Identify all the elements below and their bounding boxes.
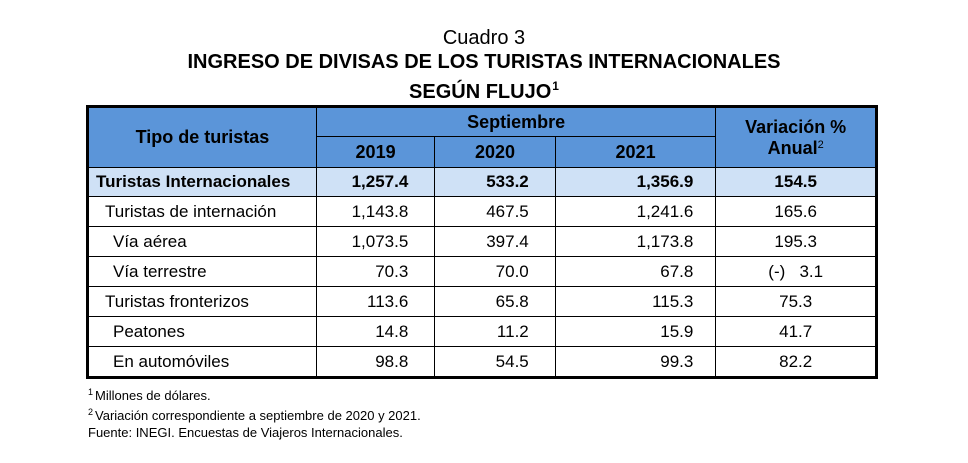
cell-2021: 15.9 [554,316,717,347]
table-subtitle-text: SEGÚN FLUJO [409,81,552,103]
cell-2020: 11.2 [434,316,556,347]
footnote-2-text: Variación correspondiente a septiembre d… [95,408,421,423]
table-title: INGRESO DE DIVISAS DE LOS TURISTAS INTER… [187,51,781,73]
table-row: Peatones 14.8 11.2 15.9 41.7 [87,316,877,347]
cell-variation: (-) 3.1 [715,256,877,287]
header-variation-line2: Anual2 [716,138,875,159]
cell-2020: 65.8 [434,286,556,317]
row-label: Turistas fronterizos [87,286,317,317]
table-row: Vía aérea 1,073.5 397.4 1,173.8 195.3 [87,226,877,257]
row-label: Peatones [87,316,317,347]
source-note: Fuente: INEGI. Encuestas de Viajeros Int… [88,425,403,440]
cell-2020: 70.0 [434,256,556,287]
cell-2021: 1,241.6 [554,196,717,227]
data-table: Tipo de turistas Septiembre Variación % … [86,105,878,379]
header-year-2019: 2019 [315,136,436,168]
table-row: Vía terrestre 70.3 70.0 67.8 (-) 3.1 [87,256,877,287]
header-month: Septiembre [315,106,717,137]
cell-2019: 113.6 [315,286,436,317]
cell-2019: 70.3 [315,256,436,287]
cell-2019: 98.8 [315,346,436,378]
cell-variation: 154.5 [715,167,877,197]
table-row-total: Turistas Internacionales 1,257.4 533.2 1… [87,167,877,197]
variation-value: 3.1 [799,261,824,281]
cell-2021: 99.3 [554,346,717,378]
header-variation-footnote-mark: 2 [817,138,824,151]
footnote-2-mark: 2 [88,407,94,417]
header-variation: Variación % Anual2 [715,106,877,168]
cell-2020: 467.5 [434,196,556,227]
table-row: Turistas de internación 1,143.8 467.5 1,… [87,196,877,227]
cell-2021: 67.8 [554,256,717,287]
header-tipo: Tipo de turistas [87,106,317,168]
cell-2019: 1,073.5 [315,226,436,257]
cell-variation: 75.3 [715,286,877,317]
row-label: Vía terrestre [87,256,317,287]
footnote-1: 1 Millones de dólares. [88,384,421,404]
cell-2019: 1,143.8 [315,196,436,227]
cell-variation: 82.2 [715,346,877,378]
title-footnote-mark: 1 [552,79,559,93]
cell-2021: 1,173.8 [554,226,717,257]
negative-sign: (-) [768,261,786,281]
row-label: Turistas de internación [87,196,317,227]
cell-2019: 14.8 [315,316,436,347]
row-label: En automóviles [87,346,317,378]
header-variation-line1: Variación % [745,116,847,137]
row-label: Turistas Internacionales [87,167,317,197]
table-row: Turistas fronterizos 113.6 65.8 115.3 75… [87,286,877,317]
header-year-2020: 2020 [434,136,556,168]
cell-2021: 1,356.9 [554,167,717,197]
cell-2021: 115.3 [554,286,717,317]
footnote-1-mark: 1 [88,387,94,397]
header-year-2021: 2021 [554,136,717,168]
footnotes: 1 Millones de dólares. 2 Variación corresp… [88,384,421,441]
footnote-2: 2 Variación correspondiente a septiembre … [88,404,421,424]
table-caption: Cuadro 3 [442,27,526,49]
cell-variation: 41.7 [715,316,877,347]
cell-2020: 533.2 [434,167,556,197]
row-label: Vía aérea [87,226,317,257]
header-variation-anual: Anual [767,137,818,158]
cell-variation: 165.6 [715,196,877,227]
table-row: En automóviles 98.8 54.5 99.3 82.2 [87,346,877,378]
cell-variation: 195.3 [715,226,877,257]
cell-2020: 54.5 [434,346,556,378]
table-subtitle: SEGÚN FLUJO1 [0,75,968,103]
cell-2019: 1,257.4 [315,167,436,197]
footnote-1-text: Millones de dólares. [95,388,211,403]
cell-2020: 397.4 [434,226,556,257]
